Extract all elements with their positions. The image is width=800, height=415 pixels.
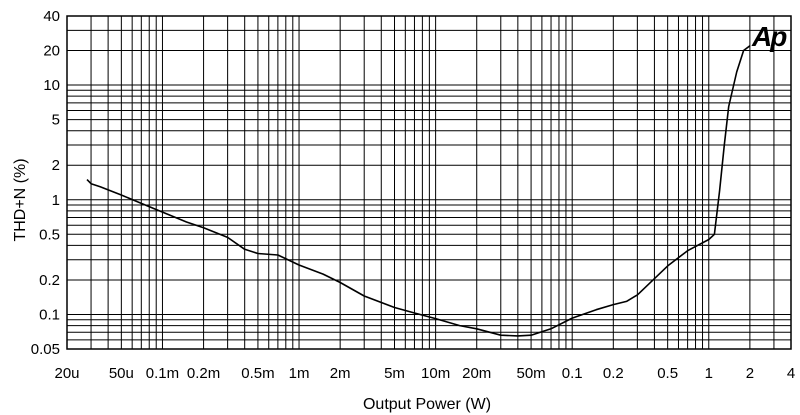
y-tick-label: 20 (43, 43, 60, 60)
x-tick-labels: 20u 50u 0.1m 0.2m 0.5m 1m 2m 5m 10m 20m 50m 0.1 0.2 0… (54, 365, 795, 382)
grid-lines (66, 15, 792, 350)
y-tick-label: 40 (43, 8, 60, 25)
x-tick-label: 0.1m (146, 365, 179, 382)
x-axis-title: Output Power (W) (363, 396, 491, 413)
y-tick-labels: 0.05 0.1 0.2 0.5 1 2 5 10 20 40 (31, 8, 60, 358)
x-tick-label: 0.5m (241, 365, 274, 382)
y-axis-title: THD+N (%) (12, 158, 29, 241)
x-tick-label: 0.2m (187, 365, 220, 382)
x-tick-label: 0.2 (603, 365, 624, 382)
y-tick-label: 2 (52, 157, 60, 174)
x-tick-label: 1m (289, 365, 310, 382)
y-tick-label: 0.1 (39, 306, 60, 323)
thd-curve (86, 45, 751, 337)
y-tick-label: 0.2 (39, 272, 60, 289)
ap-logo: Ap (751, 21, 787, 52)
x-tick-label: 20m (462, 365, 491, 382)
x-tick-label: 1 (705, 365, 713, 382)
x-tick-label: 0.1 (562, 365, 583, 382)
x-tick-label: 20u (54, 365, 79, 382)
x-tick-label: 50u (109, 365, 134, 382)
x-tick-label: 50m (516, 365, 545, 382)
y-tick-label: 0.05 (31, 341, 60, 358)
x-tick-label: 2m (330, 365, 351, 382)
y-tick-label: 10 (43, 77, 60, 94)
x-tick-label: 10m (421, 365, 450, 382)
x-tick-label: 4 (787, 365, 795, 382)
x-tick-label: 5m (384, 365, 405, 382)
y-tick-label: 1 (52, 192, 60, 209)
y-tick-label: 0.5 (39, 226, 60, 243)
series-layer (86, 45, 751, 337)
plot-frame (66, 15, 792, 350)
y-tick-label: 5 (52, 112, 60, 129)
x-tick-label: 0.5 (657, 365, 678, 382)
x-tick-label: 2 (746, 365, 754, 382)
